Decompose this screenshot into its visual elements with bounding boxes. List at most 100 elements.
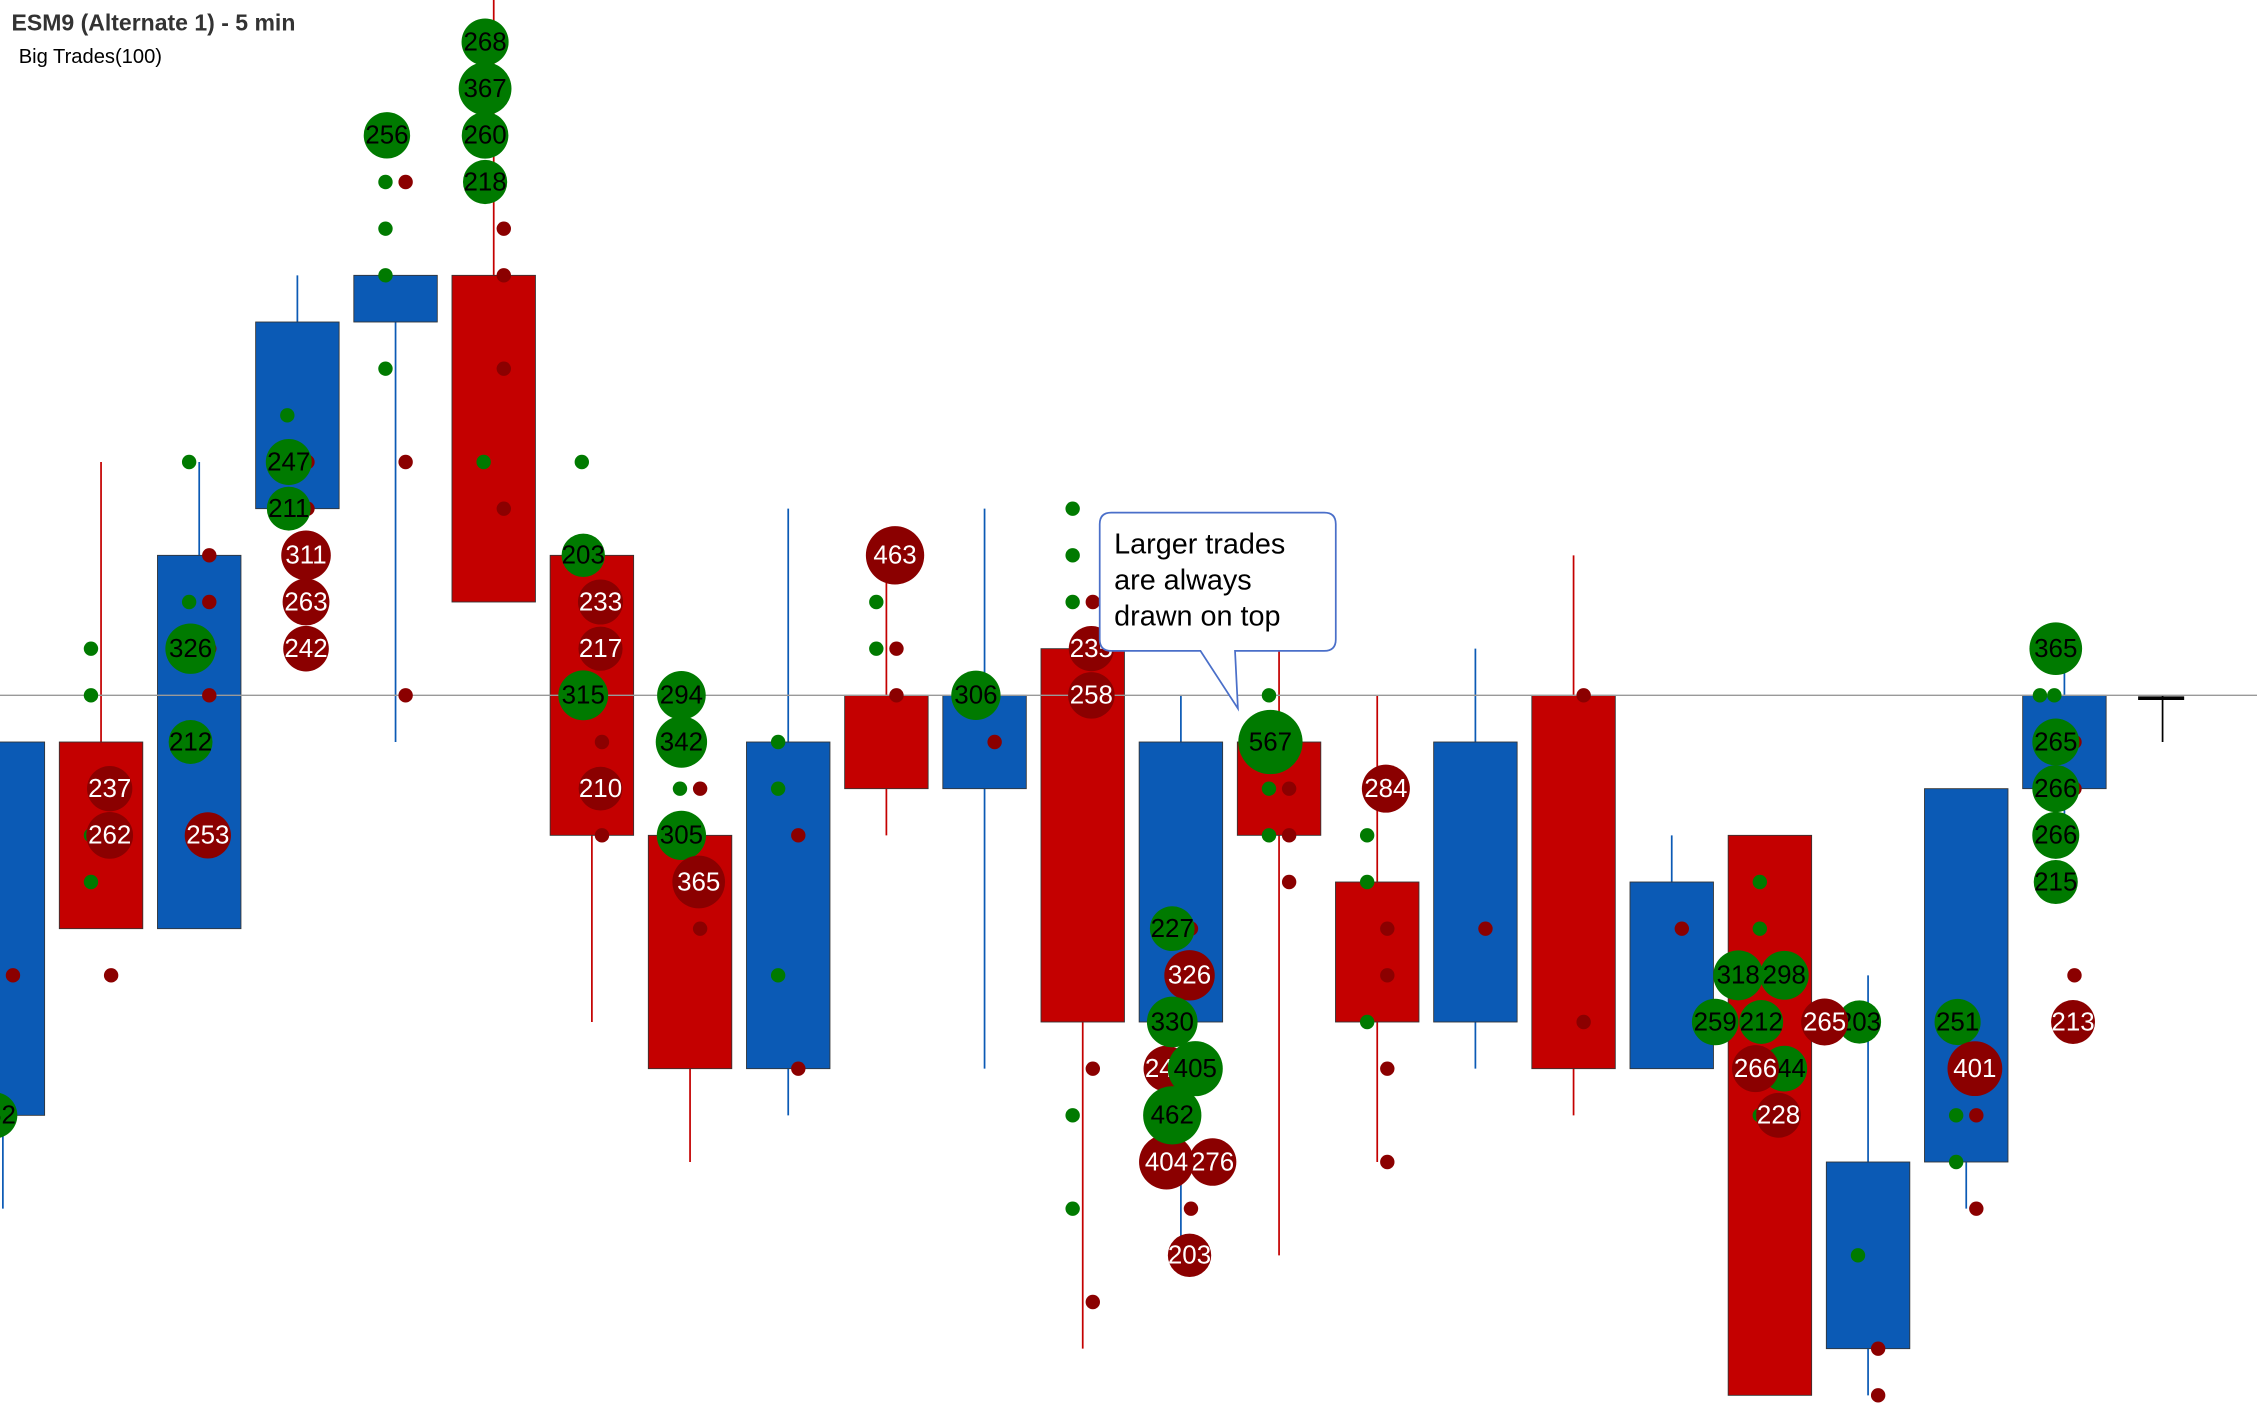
big-trade xyxy=(1756,1092,1801,1138)
big-trade xyxy=(168,720,213,764)
small-trade xyxy=(5,968,21,983)
callout: Larger trades are always drawn on top xyxy=(1098,511,1337,712)
small-trade xyxy=(496,221,511,236)
small-trade xyxy=(1969,1108,1984,1123)
big-trade xyxy=(0,1092,18,1138)
small-trade xyxy=(770,781,786,796)
small-trade xyxy=(398,454,413,470)
small-trade xyxy=(1183,1201,1199,1216)
trade-label: 298 xyxy=(1763,962,1806,990)
small-trade xyxy=(1870,1341,1886,1356)
big-trade xyxy=(1837,1000,1882,1044)
small-trade xyxy=(1065,594,1080,610)
trade-label: 247 xyxy=(267,448,310,476)
small-trade xyxy=(1085,1061,1100,1076)
callout-text: are always xyxy=(1114,564,1252,596)
trade-label: 330 xyxy=(1151,1008,1194,1036)
trade-label: 404 xyxy=(1145,1148,1188,1176)
big-trade xyxy=(1934,998,1981,1046)
trade-label: 294 xyxy=(660,682,703,710)
small-trade xyxy=(83,688,99,703)
small-trade xyxy=(181,454,197,470)
big-trade xyxy=(1947,1041,2003,1097)
small-trade xyxy=(202,688,217,703)
trade-label: 259 xyxy=(1694,1008,1737,1036)
trade-label: 401 xyxy=(1953,1055,1996,1083)
trade-label: 258 xyxy=(1070,682,1113,710)
big-trade xyxy=(184,812,231,859)
small-trade xyxy=(496,268,511,283)
big-trade xyxy=(865,526,925,585)
small-trade xyxy=(202,548,217,563)
big-trade xyxy=(558,670,609,721)
trade-label: 265 xyxy=(2034,728,2077,756)
small-trade xyxy=(594,734,610,750)
small-trade xyxy=(1752,874,1768,890)
callout-text: Larger trades xyxy=(1114,528,1285,560)
candle-body xyxy=(844,694,929,790)
trade-label: 203 xyxy=(1168,1242,1211,1270)
big-trade xyxy=(655,716,708,768)
big-trade xyxy=(657,671,706,720)
trade-label: 462 xyxy=(1151,1102,1194,1130)
small-trade xyxy=(574,454,590,470)
big-trade xyxy=(461,18,509,66)
small-trade xyxy=(1085,1294,1100,1310)
trade-label: 265 xyxy=(1803,1008,1846,1036)
small-trade xyxy=(496,361,511,376)
chart-subtitle: Big Trades(100) xyxy=(19,46,162,68)
small-trade xyxy=(1281,874,1297,890)
trade-label: 262 xyxy=(88,822,131,850)
trade-label: 253 xyxy=(186,822,229,850)
candle-body xyxy=(353,274,438,323)
candle-body xyxy=(1335,881,1420,1023)
candle-body xyxy=(1825,1161,1911,1350)
big-trade xyxy=(1146,996,1198,1048)
trade-label: 326 xyxy=(169,635,212,663)
small-trade xyxy=(1065,548,1080,563)
trade-label: 256 xyxy=(365,122,408,150)
trade-label: 305 xyxy=(660,822,703,850)
trade-label: 463 xyxy=(873,542,916,570)
trade-label: 567 xyxy=(1249,728,1292,756)
small-trade xyxy=(1261,781,1277,796)
big-trade xyxy=(1167,1233,1212,1278)
small-trade xyxy=(791,828,806,843)
small-trade xyxy=(1380,1061,1395,1076)
small-trade xyxy=(2067,968,2082,983)
big-trade xyxy=(1361,764,1410,813)
small-trade xyxy=(791,1061,806,1076)
big-trade xyxy=(2032,811,2080,859)
small-trade xyxy=(1359,1014,1375,1030)
big-trade xyxy=(461,112,509,159)
big-trade xyxy=(1801,998,1849,1046)
trade-label: 210 xyxy=(579,775,622,803)
small-trade xyxy=(103,968,119,983)
big-trade xyxy=(281,530,331,581)
big-trade xyxy=(458,62,512,116)
small-trade xyxy=(692,921,708,936)
trade-label: 242 xyxy=(284,635,327,663)
small-trade xyxy=(1948,1154,1964,1170)
small-trade xyxy=(378,221,393,236)
big-trade xyxy=(266,486,311,531)
big-trade xyxy=(656,810,707,860)
trade-label: 228 xyxy=(1757,1102,1800,1130)
candle-body xyxy=(0,741,46,1116)
small-trade xyxy=(496,501,511,516)
big-trade xyxy=(363,112,411,159)
big-trade xyxy=(1739,1000,1784,1044)
small-trade xyxy=(869,641,884,656)
big-trade xyxy=(1139,1134,1194,1190)
candle-body xyxy=(1924,788,2009,1163)
trade-label: 365 xyxy=(2034,635,2077,663)
small-trade xyxy=(594,828,610,843)
small-trade xyxy=(1261,828,1277,843)
small-trade xyxy=(378,174,393,190)
big-trade xyxy=(2032,765,2080,813)
small-trade xyxy=(1065,501,1080,516)
small-trade xyxy=(1380,1154,1395,1170)
trade-label: 342 xyxy=(660,728,703,756)
small-trade xyxy=(1870,1388,1886,1403)
